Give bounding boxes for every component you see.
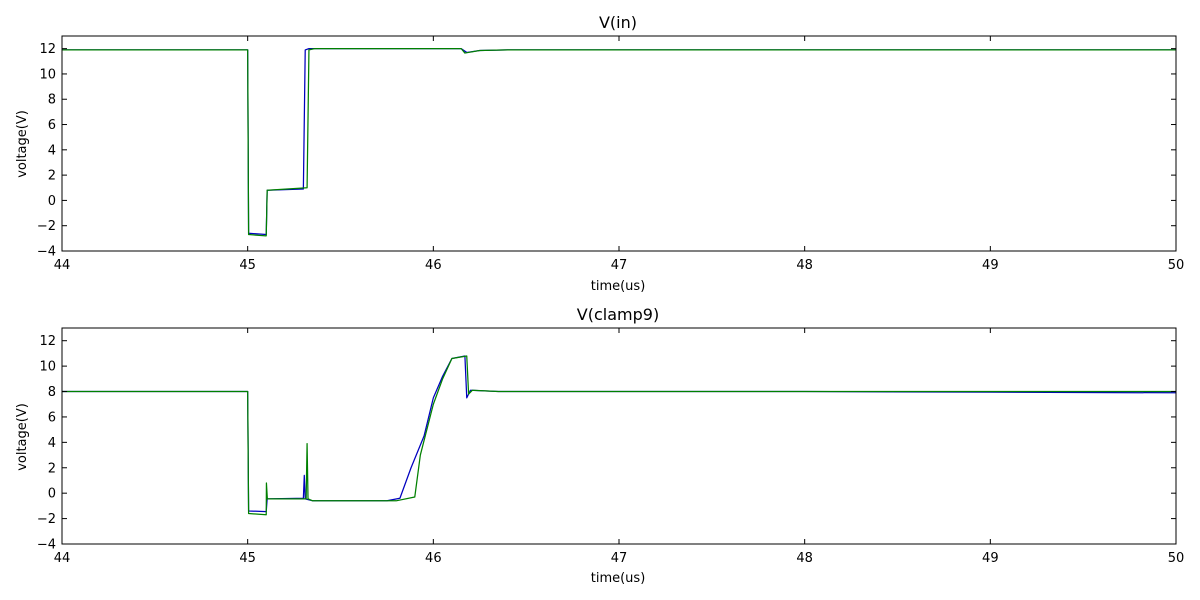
x-tick-label: 50	[1168, 258, 1185, 273]
x-tick-label: 45	[239, 551, 256, 566]
y-tick-label: −4	[37, 538, 56, 553]
y-tick-label: 2	[48, 169, 56, 184]
y-tick-label: 0	[48, 487, 56, 502]
y-tick-label: 8	[48, 385, 56, 400]
x-tick-label: 46	[425, 258, 442, 273]
y-axis-label: voltage(V)	[15, 110, 30, 178]
x-tick-label: 48	[796, 258, 813, 273]
x-tick-label: 47	[611, 258, 628, 273]
y-tick-label: 4	[48, 436, 56, 451]
x-tick-label: 46	[425, 551, 442, 566]
x-tick-label: 48	[796, 551, 813, 566]
y-tick-label: −4	[37, 245, 56, 260]
y-tick-label: 10	[39, 360, 56, 375]
y-tick-label: 8	[48, 93, 56, 108]
x-tick-label: 47	[611, 551, 628, 566]
plot-area	[62, 48, 1176, 237]
y-tick-label: 6	[48, 410, 56, 425]
x-axis-label: time(us)	[591, 571, 646, 586]
x-tick-label: 50	[1168, 551, 1185, 566]
x-tick-label: 49	[982, 258, 999, 273]
series-line-2	[62, 355, 1176, 516]
chart-panel-vclamp9: V(clamp9) time(us) voltage(V) 44 45 46 47 48…	[15, 305, 1184, 586]
x-tick-label: 44	[54, 258, 71, 273]
chart-title: V(in)	[599, 13, 637, 32]
y-tick-label: 6	[48, 118, 56, 133]
y-tick-label: −2	[37, 512, 56, 527]
x-tick-label: 49	[982, 551, 999, 566]
series-line-1	[62, 355, 1176, 513]
plot-area	[62, 355, 1176, 516]
x-tick-label: 44	[54, 551, 71, 566]
y-tick-label: 0	[48, 194, 56, 209]
y-tick-label: −2	[37, 219, 56, 234]
y-tick-label: 12	[39, 42, 56, 57]
series-line-2	[62, 48, 1176, 237]
y-tick-label: 4	[48, 143, 56, 158]
y-tick-label: 10	[39, 67, 56, 82]
axes-frame	[61, 35, 1177, 252]
chart-title: V(clamp9)	[577, 305, 659, 324]
y-axis-label: voltage(V)	[15, 403, 30, 471]
chart-panel-vin: V(in) time(us) voltage(V) 44 45 46 47 48 49 50…	[15, 13, 1184, 294]
series-line-1	[62, 48, 1176, 236]
y-tick-label: 12	[39, 334, 56, 349]
y-tick-label: 2	[48, 461, 56, 476]
x-tick-label: 45	[239, 258, 256, 273]
axes-frame	[61, 327, 1177, 545]
x-axis-label: time(us)	[591, 279, 646, 294]
